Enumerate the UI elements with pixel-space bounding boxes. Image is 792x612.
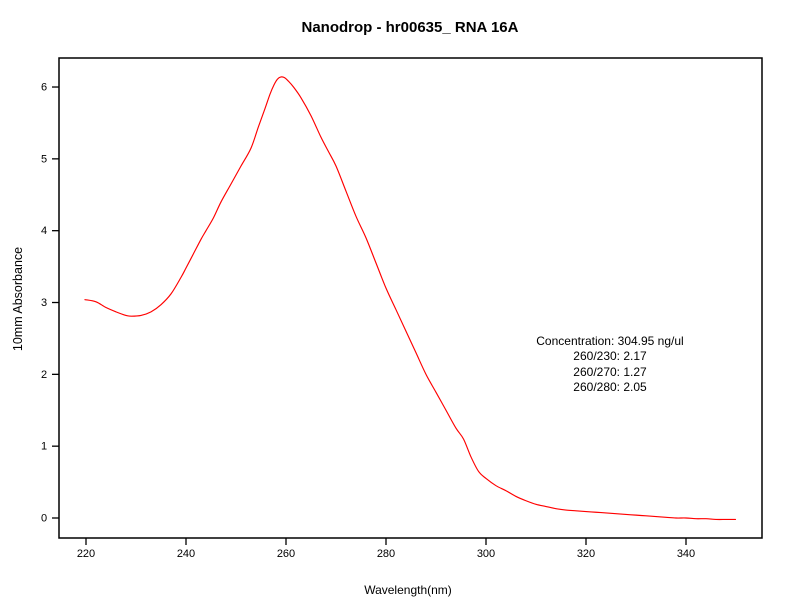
- svg-text:3: 3: [41, 297, 47, 309]
- svg-text:2: 2: [41, 369, 47, 381]
- svg-text:5: 5: [41, 153, 47, 165]
- svg-text:260: 260: [277, 548, 295, 560]
- svg-text:300: 300: [477, 548, 495, 560]
- svg-text:320: 320: [577, 548, 595, 560]
- svg-text:280: 280: [377, 548, 395, 560]
- svg-text:240: 240: [177, 548, 195, 560]
- svg-text:4: 4: [41, 225, 47, 237]
- svg-text:1: 1: [41, 441, 47, 453]
- svg-text:6: 6: [41, 82, 47, 94]
- svg-text:340: 340: [677, 548, 695, 560]
- svg-text:220: 220: [77, 548, 95, 560]
- svg-text:0: 0: [41, 513, 47, 525]
